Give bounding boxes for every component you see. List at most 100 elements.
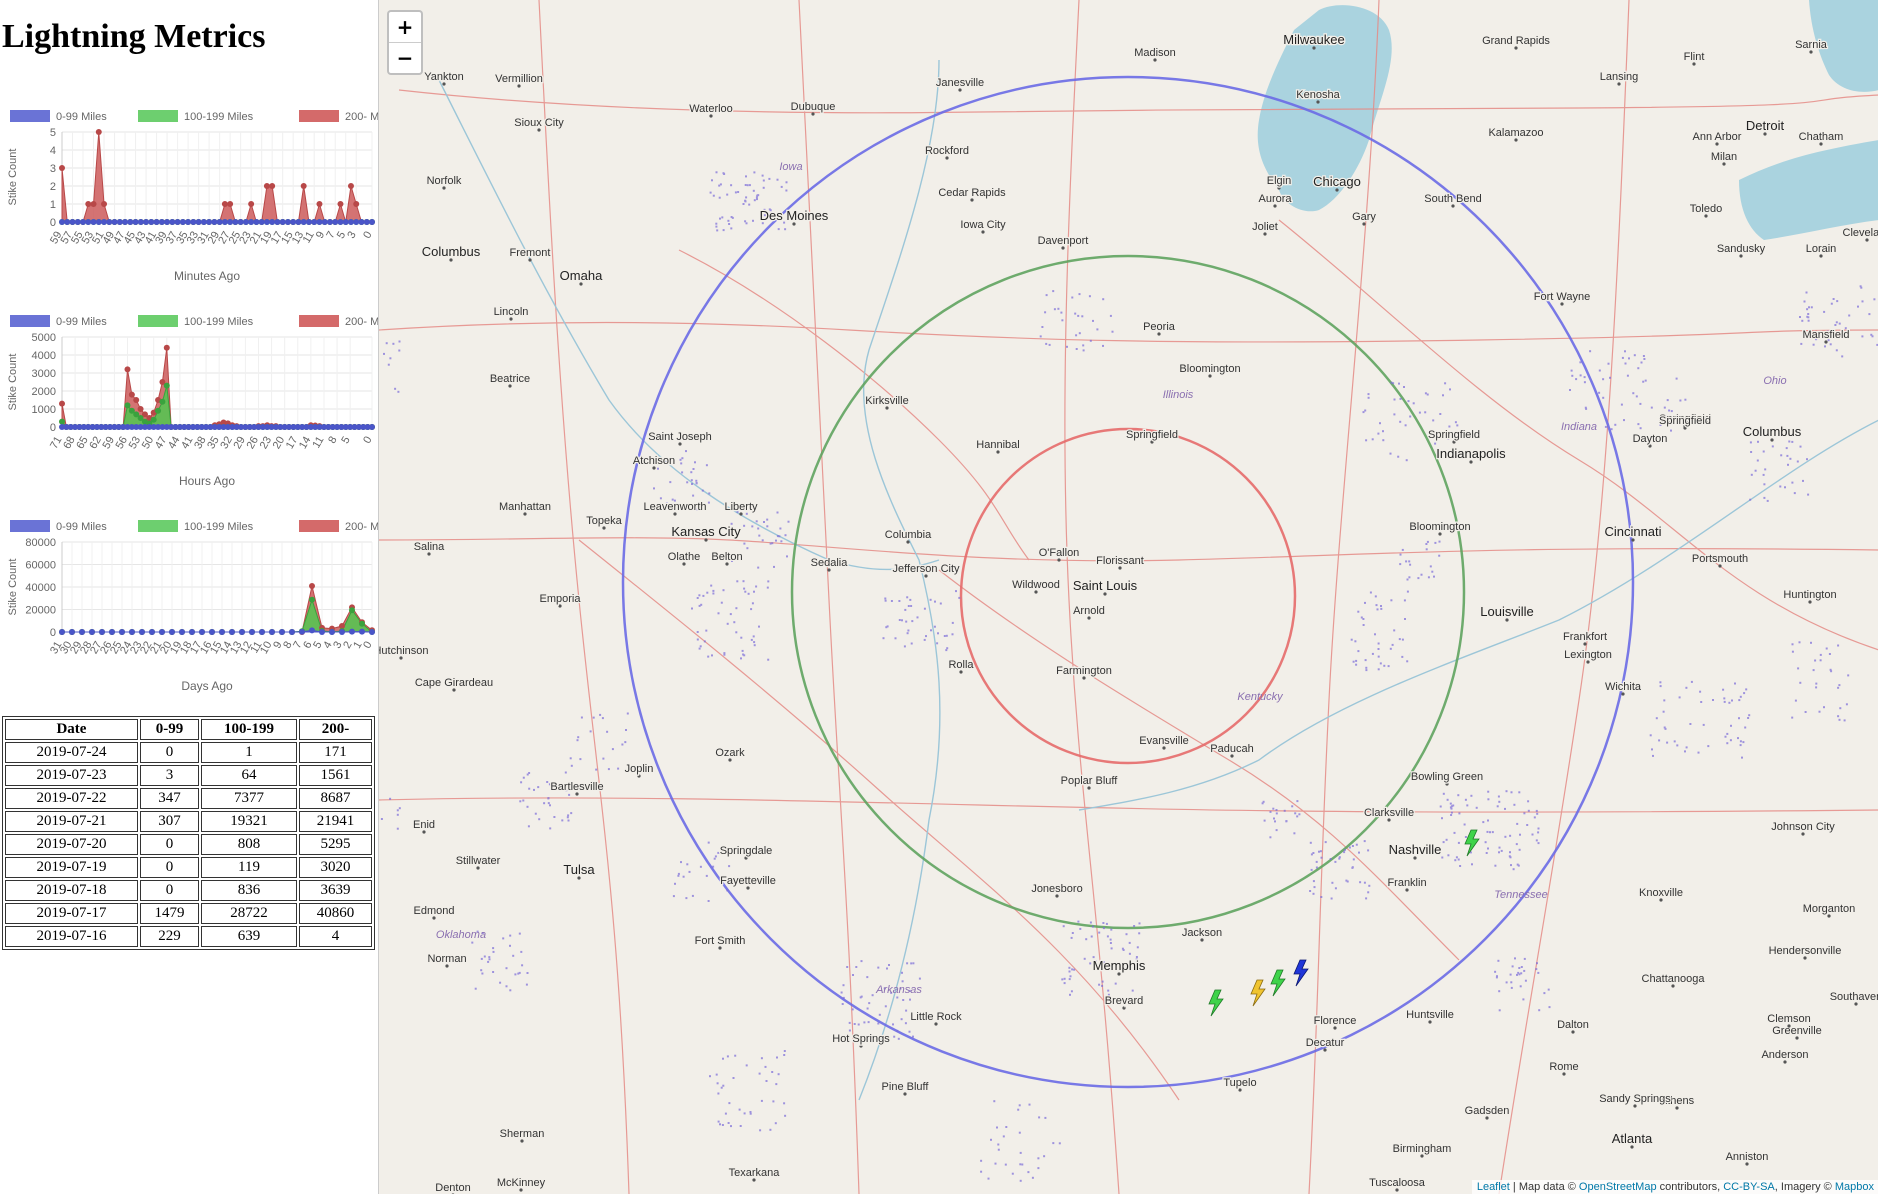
- data-point[interactable]: [219, 629, 225, 635]
- data-point[interactable]: [203, 424, 210, 430]
- data-point[interactable]: [155, 424, 162, 430]
- data-point[interactable]: [179, 219, 186, 225]
- data-point[interactable]: [137, 406, 144, 412]
- data-point[interactable]: [353, 219, 360, 225]
- data-point[interactable]: [311, 219, 318, 225]
- legend-swatch[interactable]: [299, 520, 339, 532]
- data-point[interactable]: [163, 424, 170, 430]
- data-point[interactable]: [227, 201, 234, 207]
- data-point[interactable]: [194, 424, 201, 430]
- data-point[interactable]: [286, 424, 293, 430]
- data-point[interactable]: [233, 424, 240, 430]
- legend-label[interactable]: 0-99 Miles: [56, 111, 107, 123]
- data-point[interactable]: [159, 379, 166, 385]
- data-point[interactable]: [332, 219, 339, 225]
- data-point[interactable]: [369, 424, 375, 430]
- data-point[interactable]: [63, 424, 70, 430]
- data-point[interactable]: [116, 219, 123, 225]
- data-point[interactable]: [64, 219, 71, 225]
- legend-label[interactable]: 100-199 Miles: [184, 521, 254, 533]
- data-point[interactable]: [189, 424, 196, 430]
- data-point[interactable]: [185, 219, 192, 225]
- data-point[interactable]: [229, 629, 235, 635]
- data-point[interactable]: [289, 629, 295, 635]
- data-point[interactable]: [337, 201, 344, 207]
- data-point[interactable]: [190, 219, 197, 225]
- data-point[interactable]: [133, 397, 140, 403]
- data-point[interactable]: [246, 424, 253, 430]
- data-point[interactable]: [132, 219, 139, 225]
- data-point[interactable]: [80, 219, 87, 225]
- data-point[interactable]: [89, 629, 95, 635]
- data-point[interactable]: [146, 424, 153, 430]
- data-point[interactable]: [155, 407, 162, 414]
- data-point[interactable]: [107, 424, 114, 430]
- data-point[interactable]: [249, 629, 255, 635]
- data-point[interactable]: [259, 424, 266, 430]
- data-point[interactable]: [169, 629, 175, 635]
- data-point[interactable]: [294, 424, 301, 430]
- data-point[interactable]: [169, 219, 176, 225]
- data-point[interactable]: [353, 201, 360, 207]
- data-point[interactable]: [143, 219, 150, 225]
- data-point[interactable]: [248, 219, 255, 225]
- data-point[interactable]: [168, 424, 175, 430]
- data-point[interactable]: [255, 424, 262, 430]
- data-point[interactable]: [85, 424, 92, 430]
- legend-swatch[interactable]: [10, 520, 50, 532]
- data-point[interactable]: [69, 219, 76, 225]
- data-point[interactable]: [185, 424, 192, 430]
- data-point[interactable]: [139, 629, 145, 635]
- data-point[interactable]: [253, 219, 260, 225]
- data-point[interactable]: [124, 402, 131, 409]
- data-point[interactable]: [74, 219, 81, 225]
- legend-swatch[interactable]: [138, 315, 178, 327]
- data-point[interactable]: [106, 219, 113, 225]
- data-point[interactable]: [163, 344, 170, 351]
- data-point[interactable]: [159, 424, 166, 430]
- data-point[interactable]: [179, 629, 185, 635]
- data-point[interactable]: [351, 424, 358, 430]
- legend-label[interactable]: 200- Miles: [345, 316, 378, 328]
- data-point[interactable]: [251, 424, 258, 430]
- data-point[interactable]: [227, 219, 234, 225]
- data-point[interactable]: [150, 424, 157, 430]
- data-point[interactable]: [279, 219, 286, 225]
- data-point[interactable]: [85, 201, 92, 207]
- data-point[interactable]: [290, 219, 297, 225]
- data-point[interactable]: [309, 583, 315, 590]
- data-point[interactable]: [90, 201, 97, 207]
- legend-label[interactable]: 200- Miles: [345, 111, 378, 123]
- data-point[interactable]: [124, 366, 131, 373]
- data-point[interactable]: [174, 219, 181, 225]
- data-point[interactable]: [268, 424, 275, 430]
- data-point[interactable]: [342, 219, 349, 225]
- data-point[interactable]: [95, 129, 102, 135]
- data-point[interactable]: [229, 424, 236, 430]
- data-point[interactable]: [277, 424, 284, 430]
- data-point[interactable]: [149, 629, 155, 635]
- data-point[interactable]: [337, 219, 344, 225]
- data-point[interactable]: [102, 424, 109, 430]
- data-point[interactable]: [281, 424, 288, 430]
- lightning-bolt-icon[interactable]: [1250, 979, 1266, 1007]
- data-point[interactable]: [299, 628, 305, 635]
- data-point[interactable]: [263, 219, 270, 225]
- data-point[interactable]: [300, 219, 307, 225]
- data-point[interactable]: [237, 219, 244, 225]
- data-point[interactable]: [232, 219, 239, 225]
- data-point[interactable]: [220, 424, 227, 430]
- data-point[interactable]: [95, 219, 102, 225]
- data-point[interactable]: [342, 424, 349, 430]
- data-point[interactable]: [339, 629, 345, 635]
- data-point[interactable]: [216, 219, 223, 225]
- legend-swatch[interactable]: [299, 110, 339, 122]
- data-point[interactable]: [128, 391, 135, 398]
- data-point[interactable]: [224, 424, 231, 430]
- data-point[interactable]: [206, 219, 213, 225]
- data-point[interactable]: [320, 424, 327, 430]
- data-point[interactable]: [133, 424, 140, 430]
- data-point[interactable]: [258, 219, 265, 225]
- lightning-bolt-icon[interactable]: [1208, 989, 1224, 1017]
